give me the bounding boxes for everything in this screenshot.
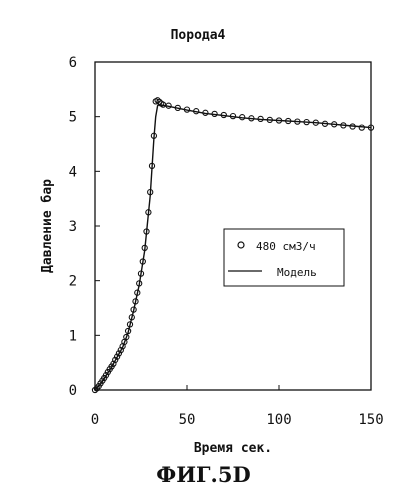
data-point <box>248 115 255 122</box>
legend-label-480: 480 см3/ч <box>256 240 316 253</box>
y-axis: 0 1 2 3 4 5 6 <box>69 55 100 399</box>
figure-caption: ФИГ.5D <box>156 462 251 487</box>
data-point <box>174 104 181 112</box>
data-point <box>150 132 158 139</box>
data-point <box>154 97 161 104</box>
data-point <box>349 123 356 130</box>
data-point <box>132 298 139 305</box>
y-tick-label: 2 <box>69 274 77 290</box>
data-point <box>321 120 329 127</box>
data-point <box>211 110 218 118</box>
data-point <box>312 119 319 126</box>
data-point <box>141 244 148 252</box>
chart-title: Порода4 <box>171 28 226 43</box>
data-point <box>367 124 375 131</box>
data-point <box>229 112 237 120</box>
data-point <box>303 118 310 126</box>
y-tick-label: 5 <box>69 110 77 126</box>
data-point <box>183 106 191 113</box>
plot-frame <box>94 61 372 391</box>
data-point <box>134 289 141 296</box>
y-axis-label: Давление бар <box>40 179 55 273</box>
data-point <box>220 111 227 119</box>
data-point <box>112 356 119 364</box>
data-point <box>202 109 209 116</box>
data-point <box>128 314 135 321</box>
series-480 <box>91 97 375 394</box>
data-point <box>115 350 123 357</box>
data-point <box>137 270 145 277</box>
y-tick-label: 0 <box>69 383 77 399</box>
data-point <box>148 162 156 170</box>
x-axis: 0 50 100 150 <box>91 385 384 428</box>
data-point <box>145 209 152 216</box>
legend-label-model: Модель <box>277 266 317 279</box>
y-tick-label: 6 <box>69 55 77 71</box>
data-point <box>126 321 134 328</box>
data-point <box>331 121 338 128</box>
x-axis-label: Время сек. <box>194 441 272 456</box>
data-point <box>139 258 146 265</box>
data-point <box>147 188 154 196</box>
data-point <box>294 118 301 125</box>
data-point <box>193 108 200 115</box>
legend-marker-480 <box>237 241 245 249</box>
legend: 480 см3/ч Модель <box>223 228 345 287</box>
y-tick-label: 1 <box>69 328 77 344</box>
data-point <box>113 353 121 360</box>
data-point <box>340 122 347 129</box>
data-point <box>102 372 110 379</box>
data-point <box>266 116 273 124</box>
x-tick-label: 50 <box>179 412 196 428</box>
data-point <box>91 386 99 394</box>
y-tick-label: 3 <box>69 219 77 235</box>
data-point <box>136 280 143 287</box>
data-point <box>285 117 292 125</box>
data-point <box>165 102 172 109</box>
data-point <box>239 114 246 121</box>
data-point <box>124 327 132 335</box>
data-point <box>358 124 365 131</box>
data-point <box>130 306 137 313</box>
x-tick-label: 100 <box>266 412 291 428</box>
legend-box <box>223 228 345 287</box>
data-point <box>123 333 130 341</box>
data-point <box>143 228 150 235</box>
x-tick-label: 150 <box>358 412 383 428</box>
data-point <box>275 117 283 124</box>
data-point <box>257 115 264 123</box>
x-tick-label: 0 <box>91 412 99 428</box>
y-tick-label: 4 <box>69 164 77 180</box>
